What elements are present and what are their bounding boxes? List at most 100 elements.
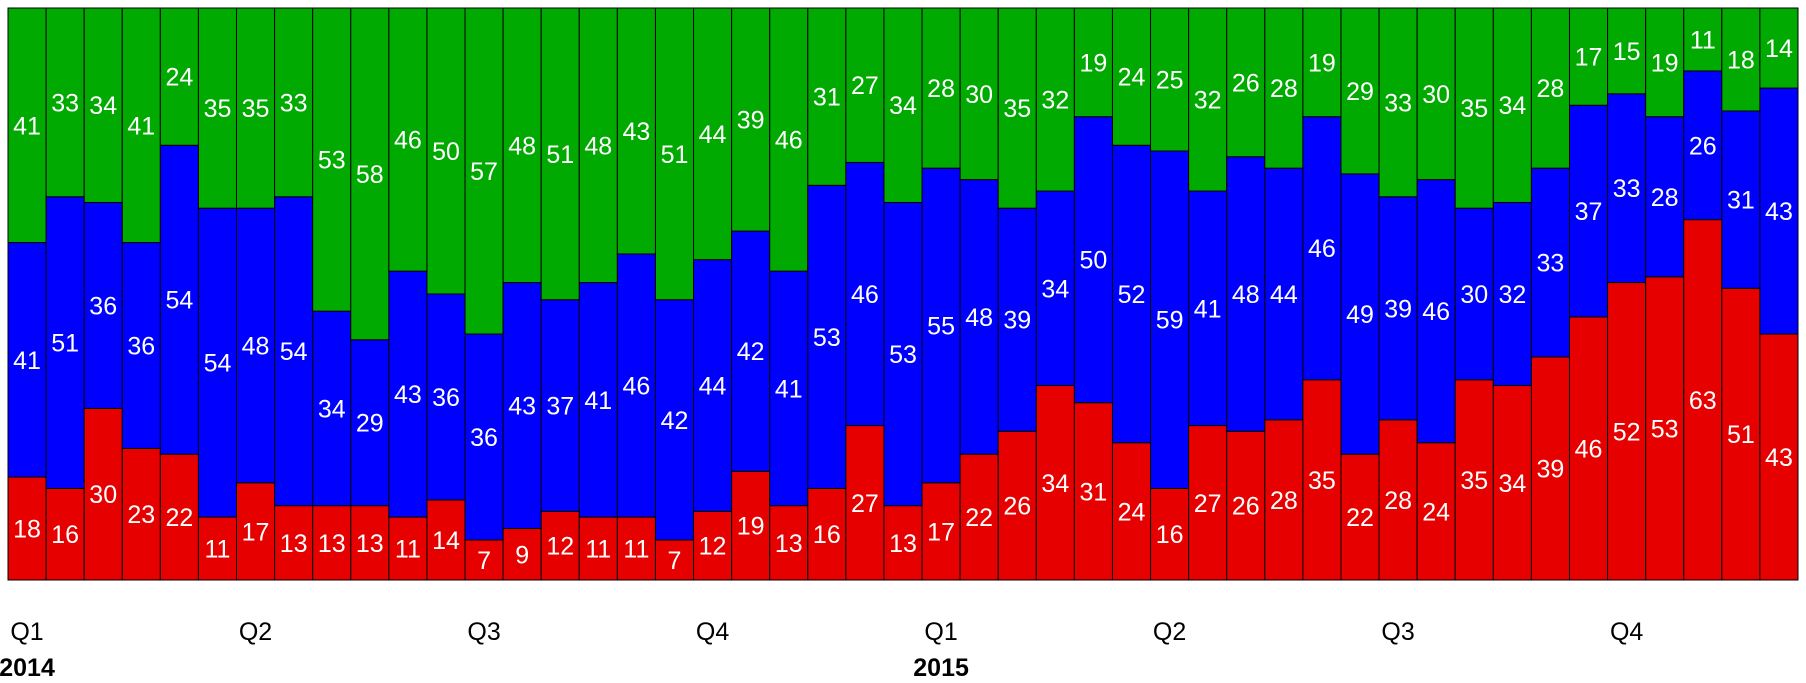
bar-segment — [1530, 7, 1570, 169]
data-label: 7 — [477, 547, 491, 575]
data-label: 34 — [89, 92, 117, 120]
data-label: 28 — [1651, 184, 1679, 212]
bar-segment — [1035, 7, 1075, 192]
x-tick-label: Q4 — [1610, 618, 1643, 646]
bar-segment — [693, 7, 733, 261]
data-label: 58 — [356, 161, 384, 189]
bar-segment — [1073, 116, 1113, 404]
bar-segment — [1683, 70, 1723, 221]
data-label: 11 — [585, 536, 611, 564]
bar-segment — [1607, 282, 1647, 581]
bar-segment — [236, 207, 276, 484]
bar-segment — [921, 7, 961, 169]
data-label: 17 — [927, 518, 955, 546]
data-label: 17 — [1575, 44, 1603, 72]
bar-segment — [83, 201, 123, 409]
bar-segment — [236, 482, 276, 581]
bar-segment — [654, 299, 695, 541]
bar-segment — [45, 196, 85, 489]
bar-segment — [1454, 379, 1494, 581]
data-label: 43 — [1765, 444, 1793, 472]
data-label: 41 — [775, 375, 803, 403]
bar-segment — [464, 333, 504, 541]
data-label: 53 — [318, 147, 346, 175]
data-label: 33 — [1613, 175, 1641, 203]
bar-segment — [1226, 156, 1266, 432]
data-label: 43 — [508, 393, 536, 421]
bar-segment — [1492, 7, 1532, 203]
data-label: 52 — [1613, 418, 1641, 446]
bar-segment — [578, 282, 618, 518]
bar-segment — [350, 505, 390, 581]
data-label: 44 — [699, 121, 727, 149]
data-label: 51 — [51, 330, 79, 358]
bar-segment — [83, 7, 123, 203]
bar-segment — [769, 270, 809, 507]
bar-segment — [616, 253, 656, 518]
data-label: 41 — [13, 112, 41, 140]
data-label: 54 — [204, 350, 232, 378]
data-label: 16 — [51, 521, 79, 549]
data-label: 41 — [13, 347, 41, 375]
data-label: 13 — [775, 530, 803, 558]
data-label: 36 — [127, 332, 155, 360]
data-label: 23 — [127, 501, 155, 529]
data-label: 59 — [1156, 307, 1184, 335]
data-label: 41 — [584, 387, 612, 415]
data-label: 25 — [1156, 67, 1184, 95]
bar-segment — [1378, 419, 1418, 581]
data-label: 24 — [1118, 498, 1146, 526]
bar-segment — [1340, 173, 1380, 455]
bar-segment — [1073, 7, 1113, 118]
data-label: 51 — [661, 141, 689, 169]
data-label: 43 — [394, 381, 422, 409]
bar-segment — [426, 293, 466, 501]
data-label: 34 — [1041, 275, 1069, 303]
data-label: 7 — [668, 547, 682, 575]
bar-segment — [997, 7, 1037, 209]
data-label: 48 — [584, 132, 612, 160]
data-label: 36 — [470, 424, 498, 452]
bar-segment — [616, 516, 656, 581]
x-tick-label: Q3 — [467, 618, 500, 646]
bar-segment — [1721, 110, 1761, 289]
data-label: 27 — [1194, 490, 1222, 518]
data-label: 11 — [395, 536, 421, 564]
data-label: 42 — [737, 338, 765, 366]
data-label: 34 — [889, 92, 917, 120]
data-label: 46 — [775, 127, 803, 155]
data-label: 48 — [508, 132, 536, 160]
data-label: 39 — [1003, 307, 1031, 335]
data-label: 27 — [851, 490, 879, 518]
data-label: 53 — [1651, 415, 1679, 443]
data-label: 33 — [1384, 89, 1412, 117]
data-label: 34 — [1498, 470, 1526, 498]
bar-segment — [1150, 487, 1190, 581]
bar-segment — [197, 516, 238, 581]
bar-segment — [807, 7, 847, 186]
data-label: 29 — [356, 410, 384, 438]
bar-segment — [426, 7, 466, 295]
data-label: 41 — [1194, 295, 1222, 323]
data-label: 30 — [1460, 281, 1488, 309]
data-label: 63 — [1689, 387, 1717, 415]
data-label: 17 — [242, 518, 270, 546]
bar-segment — [312, 7, 352, 312]
bar-segment — [159, 453, 199, 581]
data-label: 13 — [318, 530, 346, 558]
x-tick-label: Q1 — [924, 618, 957, 646]
data-label: 35 — [242, 95, 270, 123]
data-label: 19 — [737, 513, 765, 541]
data-label: 24 — [1422, 498, 1450, 526]
data-label: 12 — [546, 533, 574, 561]
x-tick-label: Q1 — [10, 618, 43, 646]
data-label: 22 — [1346, 504, 1374, 532]
x-tick-label: Q2 — [1153, 618, 1186, 646]
data-label: 26 — [1232, 493, 1260, 521]
bar-segment — [1264, 7, 1304, 169]
data-label: 55 — [927, 312, 955, 340]
bar-segment — [1416, 179, 1456, 444]
bar-segment — [654, 7, 695, 301]
bar-segment — [274, 196, 314, 507]
bar-segment — [1683, 7, 1723, 72]
